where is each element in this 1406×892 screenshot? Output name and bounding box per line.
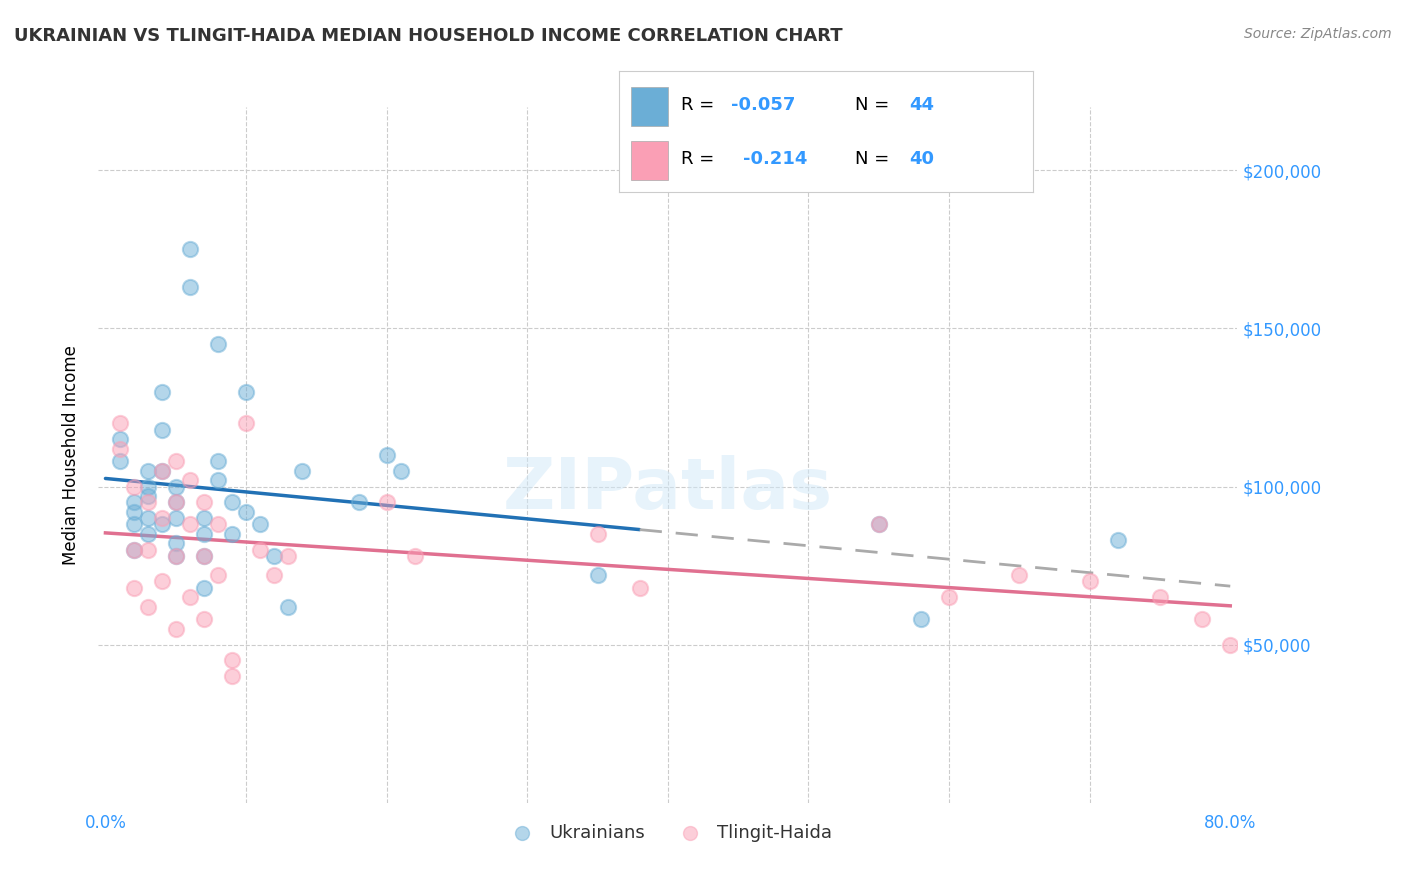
Point (586, 527, 609, 541)
Point (193, 549, 215, 563)
Point (910, 612, 932, 626)
Point (221, 527, 243, 541)
Point (136, 599, 159, 614)
Y-axis label: Median Household Income: Median Household Income (62, 345, 80, 565)
Bar (631, 141, 668, 179)
Point (122, 542, 145, 557)
Point (122, 542, 145, 557)
Point (1191, 612, 1213, 626)
Point (207, 568, 229, 582)
Point (150, 574, 173, 589)
Point (193, 511, 215, 525)
Point (165, 549, 187, 563)
Point (193, 527, 215, 541)
Bar (631, 87, 668, 126)
Point (150, 511, 173, 525)
Point (263, 568, 285, 582)
Text: 44: 44 (910, 96, 934, 114)
Point (122, 479, 145, 493)
Text: N =: N = (855, 150, 896, 169)
Point (235, 417, 257, 431)
Point (165, 495, 187, 509)
Point (150, 384, 173, 399)
Point (108, 454, 131, 468)
Point (389, 464, 412, 478)
Point (586, 568, 609, 582)
Point (193, 581, 215, 595)
Point (221, 669, 243, 683)
Point (1219, 638, 1241, 652)
Point (108, 417, 131, 431)
Point (122, 517, 145, 532)
Point (165, 622, 187, 636)
Point (1149, 591, 1171, 605)
Point (165, 479, 187, 493)
Point (136, 479, 159, 493)
Point (179, 517, 201, 532)
Point (165, 536, 187, 550)
Point (249, 542, 271, 557)
Point (221, 495, 243, 509)
Point (277, 549, 299, 563)
Point (136, 464, 159, 478)
Point (291, 464, 314, 478)
Point (136, 527, 159, 541)
Text: R =: R = (681, 150, 725, 169)
Text: ZIPatlas: ZIPatlas (503, 455, 832, 524)
Point (136, 542, 159, 557)
Point (108, 442, 131, 456)
Point (165, 549, 187, 563)
Text: UKRAINIAN VS TLINGIT-HAIDA MEDIAN HOUSEHOLD INCOME CORRELATION CHART: UKRAINIAN VS TLINGIT-HAIDA MEDIAN HOUSEH… (14, 27, 842, 45)
Point (122, 505, 145, 519)
Text: N =: N = (855, 96, 896, 114)
Text: R =: R = (681, 96, 720, 114)
Point (179, 243, 201, 257)
Point (249, 517, 271, 532)
Point (136, 495, 159, 509)
Point (165, 495, 187, 509)
Point (1008, 568, 1031, 582)
Text: Source: ZipAtlas.com: Source: ZipAtlas.com (1244, 27, 1392, 41)
Point (193, 612, 215, 626)
Point (235, 505, 257, 519)
Point (207, 517, 229, 532)
Point (221, 653, 243, 667)
Point (938, 591, 960, 605)
Point (375, 495, 398, 509)
Point (165, 454, 187, 468)
Text: -0.214: -0.214 (744, 150, 807, 169)
Point (235, 384, 257, 399)
Point (136, 511, 159, 525)
Point (122, 581, 145, 595)
Point (263, 549, 285, 563)
Point (150, 423, 173, 437)
Point (207, 473, 229, 487)
Point (179, 473, 201, 487)
Point (1078, 574, 1101, 589)
Point (868, 517, 890, 532)
Point (1107, 533, 1129, 548)
Point (375, 448, 398, 462)
Text: 40: 40 (910, 150, 934, 169)
Point (207, 454, 229, 468)
Text: -0.057: -0.057 (731, 96, 794, 114)
Point (179, 280, 201, 294)
Point (122, 495, 145, 509)
Point (136, 489, 159, 503)
Point (868, 517, 890, 532)
Point (108, 432, 131, 446)
Point (277, 599, 299, 614)
Point (179, 591, 201, 605)
Point (207, 337, 229, 351)
Point (150, 464, 173, 478)
Legend: Ukrainians, Tlingit-Haida: Ukrainians, Tlingit-Haida (496, 817, 839, 849)
Point (150, 517, 173, 532)
Point (628, 581, 651, 595)
Point (193, 495, 215, 509)
Point (404, 549, 426, 563)
Point (347, 495, 370, 509)
Point (150, 464, 173, 478)
Point (165, 511, 187, 525)
Point (193, 549, 215, 563)
